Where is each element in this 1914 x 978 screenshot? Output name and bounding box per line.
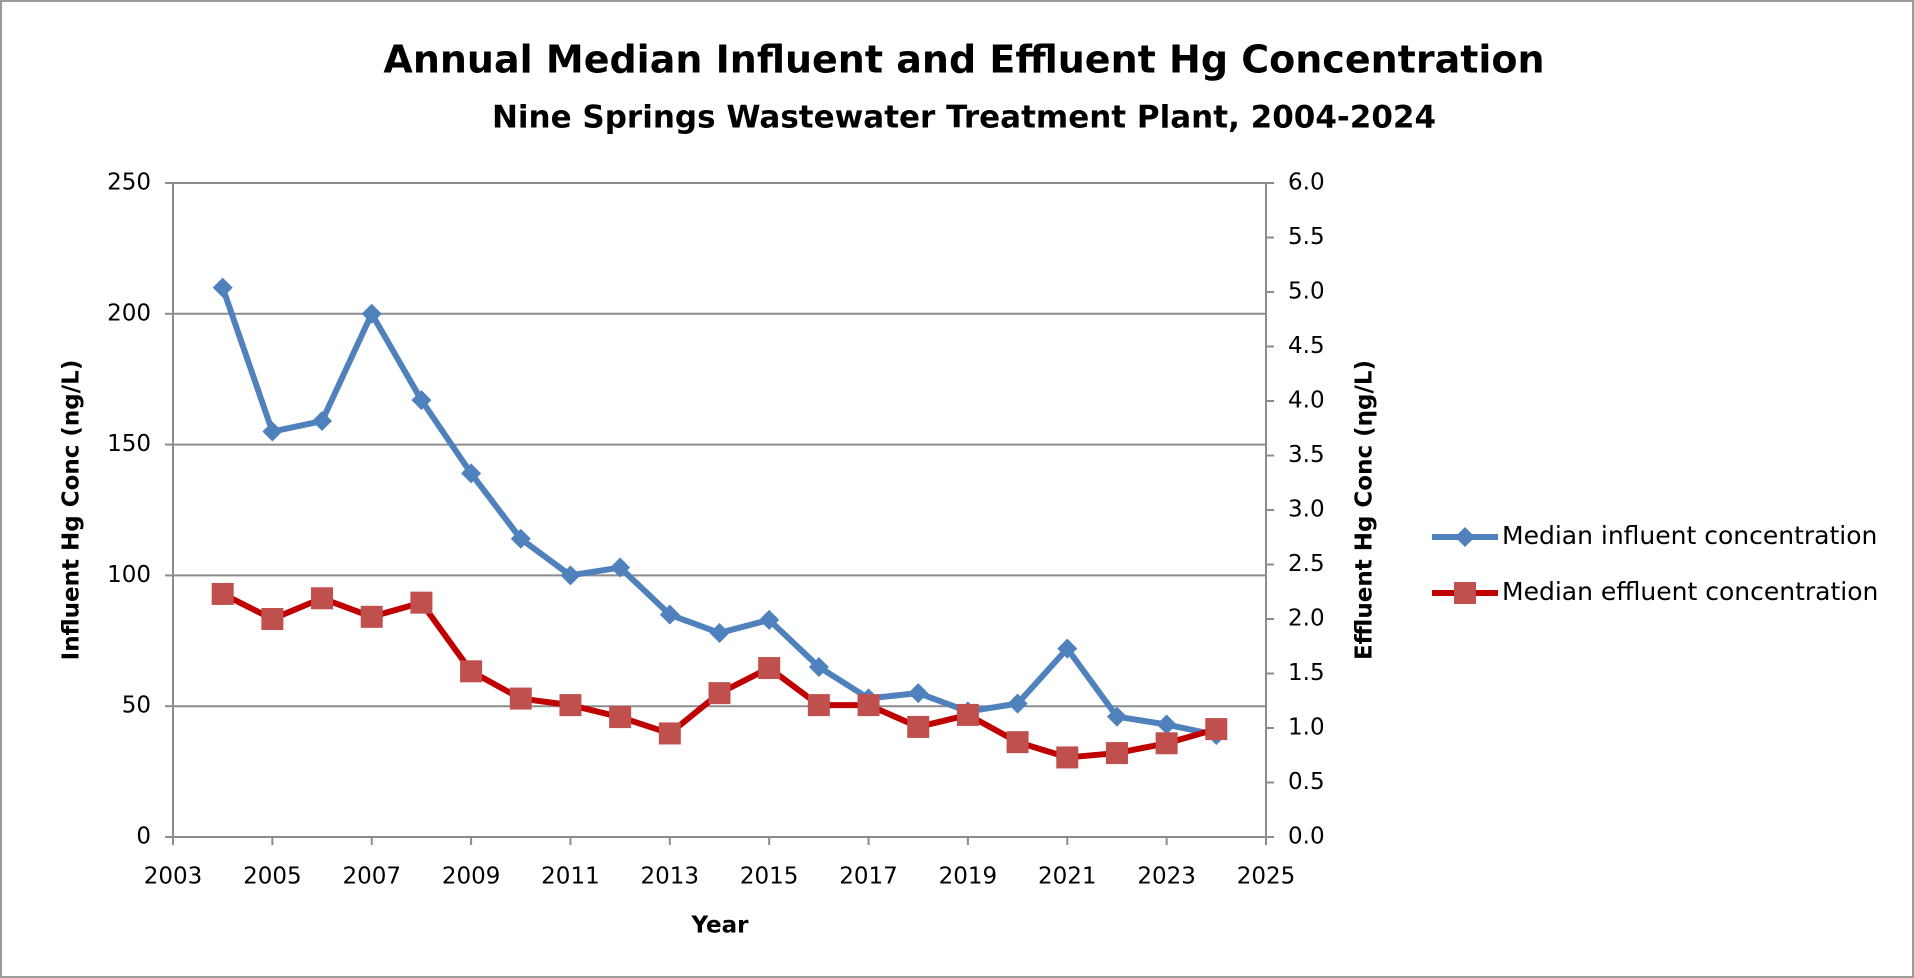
y2-tick-label: 5.5	[1288, 224, 1325, 250]
y2-tick-label: 0.0	[1288, 824, 1325, 850]
x-tick-label: 2013	[641, 864, 700, 890]
y2-tick-label: 1.0	[1288, 715, 1325, 741]
x-axis-label: Year	[690, 913, 749, 939]
y-axis-label: Influent Hg Conc (ng/L)	[59, 360, 85, 661]
y-tick-label: 50	[122, 693, 151, 719]
marker	[510, 688, 532, 710]
legend-label: Median influent concentration	[1502, 521, 1877, 550]
legend-marker	[1454, 582, 1476, 604]
y-tick-label: 150	[107, 431, 151, 457]
marker	[212, 583, 234, 605]
chart-title: Annual Median Influent and Effluent Hg C…	[383, 38, 1544, 82]
y-tick-label: 200	[107, 300, 151, 326]
marker	[261, 608, 283, 630]
x-tick-label: 2011	[541, 864, 600, 890]
y2-tick-label: 0.5	[1288, 769, 1325, 795]
y-tick-label: 100	[107, 562, 151, 588]
x-tick-label: 2005	[243, 864, 302, 890]
marker	[609, 706, 631, 728]
marker	[957, 704, 979, 726]
x-tick-label: 2019	[939, 864, 998, 890]
y2-tick-label: 4.5	[1288, 333, 1325, 359]
y2-tick-label: 2.0	[1288, 606, 1325, 632]
y-tick-label: 0	[136, 824, 151, 850]
marker	[808, 694, 830, 716]
marker	[659, 722, 681, 744]
chart-subtitle: Nine Springs Wastewater Treatment Plant,…	[492, 100, 1436, 136]
marker	[361, 606, 383, 628]
y2-axis-label: Effluent Hg Conc (ηg/L)	[1352, 360, 1378, 660]
marker	[1156, 732, 1178, 754]
legend-label: Median effluent concentration	[1502, 577, 1878, 606]
chart-frame	[1, 1, 1913, 977]
page: Annual Median Influent and Effluent Hg C…	[0, 0, 1914, 978]
marker	[1106, 742, 1128, 764]
marker	[709, 682, 731, 704]
marker	[1056, 746, 1078, 768]
x-tick-label: 2015	[740, 864, 799, 890]
y-tick-label: 250	[107, 170, 151, 196]
y2-tick-label: 4.0	[1288, 388, 1325, 414]
y2-tick-label: 2.5	[1288, 551, 1325, 577]
marker	[1205, 718, 1227, 740]
y2-tick-label: 6.0	[1288, 170, 1325, 196]
marker	[907, 716, 929, 738]
y2-tick-label: 3.5	[1288, 442, 1325, 468]
marker	[1007, 731, 1029, 753]
x-tick-label: 2007	[342, 864, 401, 890]
y2-tick-label: 1.5	[1288, 660, 1325, 686]
marker	[410, 592, 432, 614]
marker	[858, 694, 880, 716]
marker	[758, 657, 780, 679]
y2-tick-label: 5.0	[1288, 279, 1325, 305]
x-tick-label: 2025	[1237, 864, 1296, 890]
y2-tick-label: 3.0	[1288, 497, 1325, 523]
marker	[311, 587, 333, 609]
marker	[559, 694, 581, 716]
chart: Annual Median Influent and Effluent Hg C…	[0, 0, 1914, 978]
x-tick-label: 2009	[442, 864, 501, 890]
x-tick-label: 2021	[1038, 864, 1097, 890]
x-tick-label: 2003	[144, 864, 203, 890]
x-tick-label: 2023	[1137, 864, 1196, 890]
marker	[460, 660, 482, 682]
x-tick-label: 2017	[839, 864, 898, 890]
